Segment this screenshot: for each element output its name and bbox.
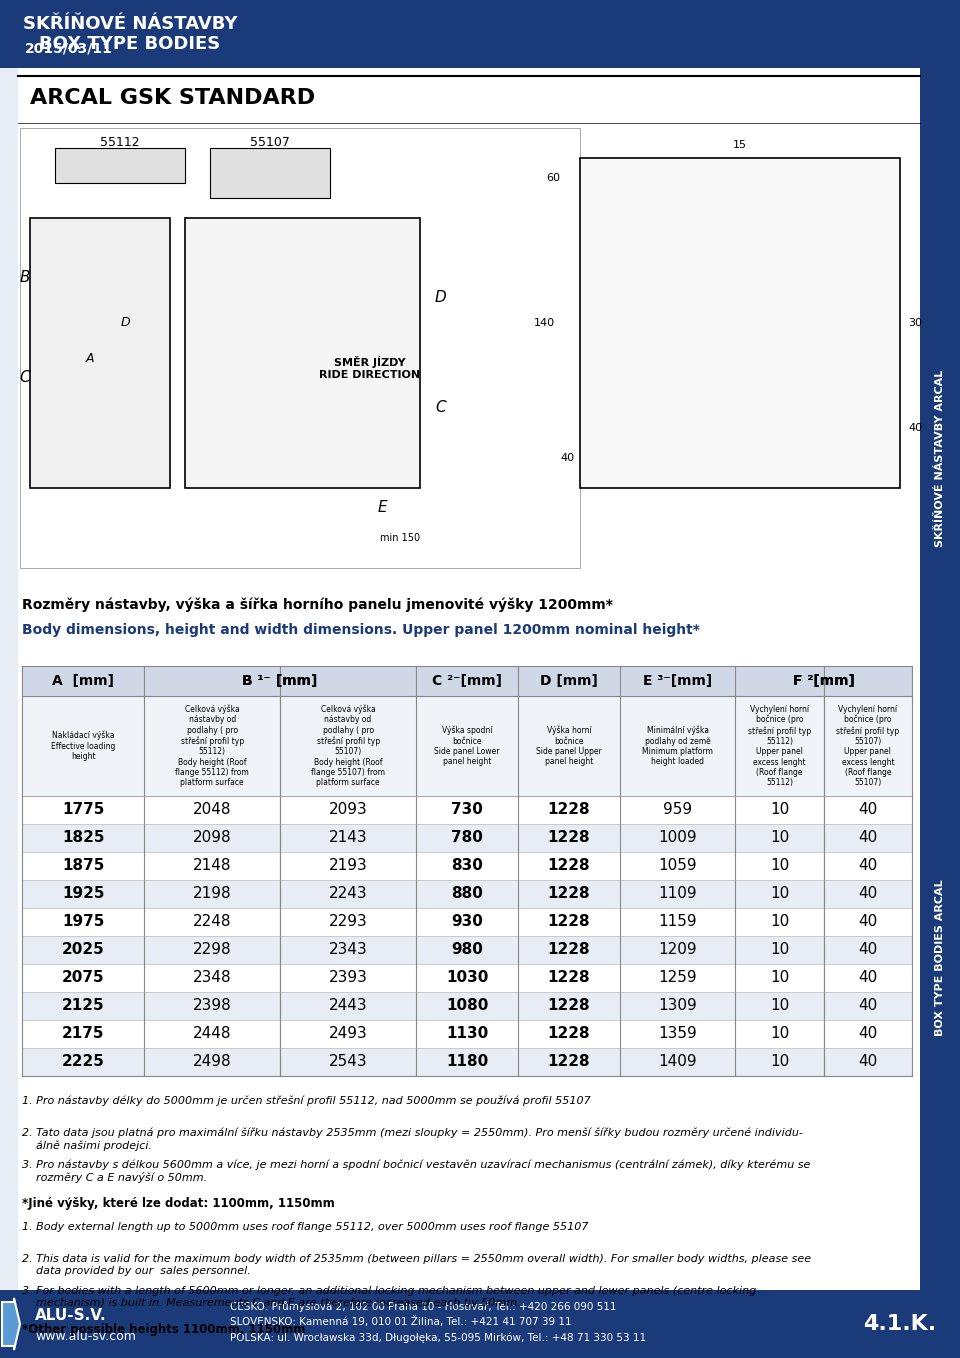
Text: 40: 40 <box>858 971 877 986</box>
Text: *Jiné výšky, které lze dodat: 1100mm, 1150mm: *Jiné výšky, které lze dodat: 1100mm, 11… <box>22 1196 335 1210</box>
Text: 980: 980 <box>451 942 483 957</box>
Bar <box>22 909 912 936</box>
Text: min 150: min 150 <box>380 532 420 543</box>
Bar <box>0 1290 960 1358</box>
Text: 4.1.K.: 4.1.K. <box>863 1315 937 1334</box>
Text: 10: 10 <box>770 831 789 846</box>
Text: 2348: 2348 <box>193 971 231 986</box>
Text: SMĚR JÍZDY
RIDE DIRECTION: SMĚR JÍZDY RIDE DIRECTION <box>320 356 420 380</box>
Text: 55107: 55107 <box>250 136 290 149</box>
Bar <box>735 665 912 697</box>
Text: 1228: 1228 <box>547 831 590 846</box>
Text: B: B <box>20 270 31 285</box>
Text: 2198: 2198 <box>193 887 231 902</box>
Text: 1259: 1259 <box>659 971 697 986</box>
Text: A: A <box>85 352 94 364</box>
Text: C: C <box>20 371 31 386</box>
Text: 2. Tato data jsou platná pro maximální šířku nástavby 2535mm (mezi sloupky = 255: 2. Tato data jsou platná pro maximální š… <box>22 1128 803 1150</box>
Text: Výška spodní
bočnice
Side panel Lower
panel height: Výška spodní bočnice Side panel Lower pa… <box>434 725 500 766</box>
Text: F ²[mm]: F ²[mm] <box>793 674 854 689</box>
Text: 10: 10 <box>770 914 789 929</box>
Text: 2015/03/11: 2015/03/11 <box>25 42 113 56</box>
Text: SKŘÍŇOVÉ NÁSTAVBY ARCAL: SKŘÍŇOVÉ NÁSTAVBY ARCAL <box>935 369 945 547</box>
Text: 140: 140 <box>534 318 555 329</box>
Text: 10: 10 <box>770 942 789 957</box>
Bar <box>185 219 420 488</box>
Text: 2448: 2448 <box>193 1027 231 1042</box>
Text: 40: 40 <box>858 803 877 818</box>
Text: 2175: 2175 <box>61 1027 105 1042</box>
Text: 1825: 1825 <box>61 831 105 846</box>
Text: POLSKA: ul. Wrocławska 33d, Długołęka, 55-095 Mirków, Tel.: +48 71 330 53 11: POLSKA: ul. Wrocławska 33d, Długołęka, 5… <box>230 1332 646 1343</box>
Text: *Other possible heights 1100mm, 1150mm: *Other possible heights 1100mm, 1150mm <box>22 1323 305 1336</box>
Text: A  [mm]: A [mm] <box>52 674 114 689</box>
Text: 2098: 2098 <box>193 831 231 846</box>
Text: 2498: 2498 <box>193 1055 231 1070</box>
Text: 1109: 1109 <box>659 887 697 902</box>
Polygon shape <box>290 488 330 517</box>
Text: 1130: 1130 <box>445 1027 488 1042</box>
Text: 2093: 2093 <box>328 803 368 818</box>
Text: 2343: 2343 <box>328 942 368 957</box>
Text: F ²[mm]: F ²[mm] <box>793 674 854 689</box>
Text: Vychylení horní
bočnice (pro
střešní profil typ
55107)
Upper panel
excess lenght: Vychylení horní bočnice (pro střešní pro… <box>836 705 900 788</box>
Text: 1228: 1228 <box>547 1027 590 1042</box>
Text: 1775: 1775 <box>62 803 105 818</box>
Text: 10: 10 <box>770 803 789 818</box>
Text: 10: 10 <box>770 1027 789 1042</box>
Text: 1409: 1409 <box>659 1055 697 1070</box>
Text: C: C <box>435 401 445 416</box>
Text: 1228: 1228 <box>547 803 590 818</box>
Bar <box>0 68 18 1290</box>
Text: E ³⁻[mm]: E ³⁻[mm] <box>643 674 712 689</box>
Bar <box>20 128 580 568</box>
Text: 40: 40 <box>858 858 877 873</box>
Text: 780: 780 <box>451 831 483 846</box>
Text: 40: 40 <box>908 422 923 433</box>
Text: 2025: 2025 <box>61 942 105 957</box>
Bar <box>22 1048 912 1076</box>
Text: C ²⁻[mm]: C ²⁻[mm] <box>432 674 502 689</box>
Text: 1975: 1975 <box>62 914 105 929</box>
Text: 2075: 2075 <box>61 971 105 986</box>
Text: BOX TYPE BODIES: BOX TYPE BODIES <box>39 35 221 53</box>
Text: 2543: 2543 <box>328 1055 368 1070</box>
Text: 10: 10 <box>770 1055 789 1070</box>
Text: 930: 930 <box>451 914 483 929</box>
Text: 30: 30 <box>908 318 922 329</box>
Text: BOX TYPE BODIES ARCAL: BOX TYPE BODIES ARCAL <box>935 880 945 1036</box>
Text: 959: 959 <box>663 803 692 818</box>
Text: 1009: 1009 <box>659 831 697 846</box>
Text: 3. Pro nástavby s délkou 5600mm a více, je mezi horní a spodní bočnicí vestavěn : 3. Pro nástavby s délkou 5600mm a více, … <box>22 1160 810 1183</box>
Text: 40: 40 <box>561 454 575 463</box>
Text: 2143: 2143 <box>328 831 368 846</box>
Polygon shape <box>220 488 260 517</box>
Text: 40: 40 <box>858 998 877 1013</box>
Text: 2398: 2398 <box>193 998 231 1013</box>
Text: Výška horní
bočnice
Side panel Upper
panel height: Výška horní bočnice Side panel Upper pan… <box>536 725 602 766</box>
Polygon shape <box>2 1298 20 1350</box>
Bar <box>22 936 912 964</box>
Bar <box>22 1020 912 1048</box>
Text: 1228: 1228 <box>547 998 590 1013</box>
Text: 2148: 2148 <box>193 858 231 873</box>
Text: ČESKO: Průmyslová 2, 102 00 Praha 10 - Hostivař, Tel.: +420 266 090 511: ČESKO: Průmyslová 2, 102 00 Praha 10 - H… <box>230 1300 616 1312</box>
Text: 1228: 1228 <box>547 887 590 902</box>
Bar <box>22 991 912 1020</box>
Text: 1209: 1209 <box>659 942 697 957</box>
Text: 1228: 1228 <box>547 1055 590 1070</box>
Text: 2225: 2225 <box>61 1055 105 1070</box>
Text: 2298: 2298 <box>193 942 231 957</box>
Text: 1159: 1159 <box>659 914 697 929</box>
Text: 40: 40 <box>858 942 877 957</box>
Text: 2393: 2393 <box>328 971 368 986</box>
Text: 40: 40 <box>858 914 877 929</box>
Text: 1. Body external length up to 5000mm uses roof flange 55112, over 5000mm uses ro: 1. Body external length up to 5000mm use… <box>22 1222 588 1232</box>
Text: 10: 10 <box>770 887 789 902</box>
Text: 2248: 2248 <box>193 914 231 929</box>
Text: 1228: 1228 <box>547 914 590 929</box>
Text: D [mm]: D [mm] <box>540 674 598 689</box>
Text: 1925: 1925 <box>61 887 105 902</box>
Text: 60: 60 <box>546 172 560 183</box>
Text: 1228: 1228 <box>547 858 590 873</box>
